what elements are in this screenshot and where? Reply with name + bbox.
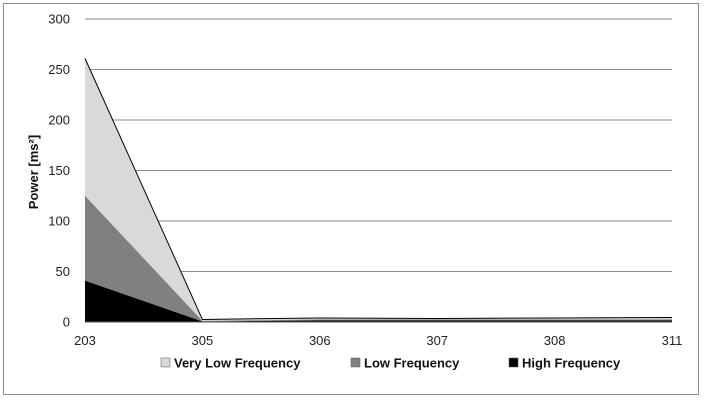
legend-swatch-high-frequency — [508, 357, 519, 368]
y-axis-title: Power [ms²] — [26, 135, 41, 209]
y-tick-label: 200 — [48, 113, 70, 128]
area-high-frequency — [85, 280, 672, 322]
legend: Very Low Frequency Low Frequency High Freq… — [160, 356, 621, 371]
y-tick-labels: 0 50 100 150 200 250 300 — [48, 12, 70, 330]
x-tick-label: 203 — [74, 333, 96, 348]
gridlines — [85, 18, 672, 272]
x-tick-label: 306 — [309, 333, 331, 348]
y-tick-label: 50 — [56, 264, 70, 279]
y-tick-label: 0 — [63, 315, 70, 330]
x-tick-label: 308 — [544, 333, 566, 348]
y-tick-label: 150 — [48, 163, 70, 178]
legend-label-very-low-frequency: Very Low Frequency — [174, 356, 301, 371]
area-very-low-frequency — [85, 58, 672, 321]
legend-swatch-very-low-frequency — [160, 357, 171, 368]
x-tick-label: 307 — [426, 333, 448, 348]
area-series — [84, 58, 673, 322]
legend-swatch-low-frequency — [350, 357, 361, 368]
y-tick-label: 300 — [48, 12, 70, 27]
y-tick-label: 100 — [48, 214, 70, 229]
x-tick-label: 311 — [662, 333, 683, 348]
area-total-outline — [84, 58, 673, 320]
x-tick-labels: 203 305 306 307 308 311 — [74, 333, 682, 348]
x-tick-label: 305 — [192, 333, 214, 348]
y-tick-label: 250 — [48, 62, 70, 77]
legend-label-high-frequency: High Frequency — [522, 356, 621, 371]
legend-label-low-frequency: Low Frequency — [364, 356, 460, 371]
